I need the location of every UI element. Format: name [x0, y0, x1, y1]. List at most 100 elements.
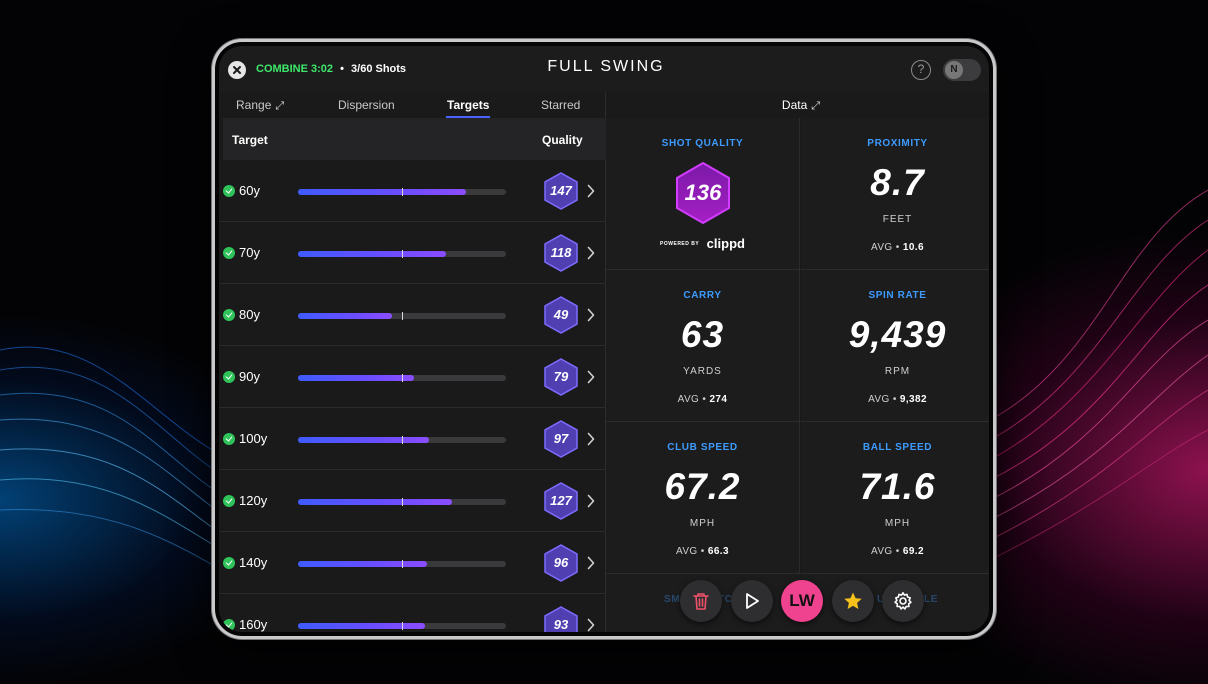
quality-hexagon	[544, 358, 578, 396]
tab-targets[interactable]: Targets	[445, 98, 491, 118]
club-speed-average: AVG • 66.3	[606, 546, 799, 557]
column-quality: Quality	[542, 133, 583, 147]
column-target: Target	[232, 133, 268, 147]
target-distance: 70y	[239, 245, 260, 260]
average-marker	[402, 250, 403, 258]
shot-quality-hexagon	[676, 161, 730, 225]
gear-icon	[894, 592, 912, 610]
spin-rate-value: 9,439	[848, 314, 947, 355]
quality-score: 127	[550, 493, 572, 508]
check-icon	[223, 185, 235, 197]
club-selector-button[interactable]: LW	[781, 580, 823, 622]
club-speed-unit: MPH	[689, 518, 716, 529]
spin-rate-average: AVG • 9,382	[801, 394, 989, 405]
chevron-right-icon	[587, 432, 595, 446]
target-distance: 60y	[239, 183, 260, 198]
proximity-label: PROXIMITY	[867, 138, 928, 149]
target-row[interactable]: 90y 79	[219, 346, 606, 408]
carry-card: CARRY 63 YARDS AVG • 274	[606, 270, 800, 422]
tab-range[interactable]: Range ⤢	[236, 98, 284, 113]
chevron-right-icon	[587, 618, 595, 632]
check-icon	[223, 619, 235, 631]
spin-rate-card: SPIN RATE 9,439 RPM AVG • 9,382	[801, 270, 989, 422]
avg-value: 274	[709, 394, 728, 405]
targets-table-header: Target Quality	[223, 118, 606, 160]
target-row[interactable]: 120y 127	[219, 470, 606, 532]
chevron-right-icon	[587, 246, 595, 260]
club-speed-card: CLUB SPEED 67.2 MPH AVG • 66.3	[606, 422, 800, 574]
quality-progress-track	[298, 560, 506, 568]
target-row[interactable]: 160y 93	[219, 594, 606, 632]
average-marker	[402, 312, 403, 320]
quality-progress-fill	[298, 251, 446, 257]
star-shot-button[interactable]	[832, 580, 874, 622]
close-icon	[233, 66, 241, 74]
play-icon	[746, 593, 759, 609]
delete-shot-button[interactable]	[680, 580, 722, 622]
shot-quality-value: 136	[684, 180, 722, 205]
quality-progress-fill	[298, 437, 429, 443]
target-row[interactable]: 70y 118	[219, 222, 606, 284]
ball-speed-card: BALL SPEED 71.6 MPH AVG • 69.2	[801, 422, 989, 574]
carry-unit: YARDS	[683, 366, 722, 377]
avg-value: 10.6	[902, 242, 924, 253]
quality-progress-track	[298, 374, 506, 382]
ball-speed-value: 71.6	[859, 466, 936, 507]
target-row[interactable]: 140y 96	[219, 532, 606, 594]
tab-starred[interactable]: Starred	[541, 98, 581, 112]
quality-score: 96	[553, 555, 569, 570]
expand-icon: ⤢	[811, 100, 821, 112]
settings-button[interactable]	[882, 580, 924, 622]
carry-average: AVG • 274	[606, 394, 799, 405]
target-row[interactable]: 80y 49	[219, 284, 606, 346]
ball-speed-average: AVG • 69.2	[801, 546, 989, 557]
avg-label: AVG •	[868, 394, 897, 405]
avg-value: 9,382	[899, 394, 927, 405]
mode-toggle[interactable]: N	[943, 59, 981, 81]
replay-button[interactable]	[731, 580, 773, 622]
target-row[interactable]: 100y 97	[219, 408, 606, 470]
target-row[interactable]: 60y 147	[219, 160, 606, 222]
quality-score: 147	[550, 183, 572, 198]
avg-label: AVG •	[676, 546, 705, 557]
target-distance: 90y	[239, 369, 260, 384]
target-distance: 140y	[239, 555, 268, 570]
avg-value: 69.2	[902, 546, 924, 557]
combine-status: COMBINE 3:02 • 3/60 Shots	[256, 63, 406, 75]
shot-data-grid: SHOT QUALITY 136 POWERED BY clippd PROXI…	[606, 118, 989, 632]
quality-progress-fill	[298, 499, 452, 505]
quality-progress-fill	[298, 189, 466, 195]
shot-count: 3/60 Shots	[351, 63, 407, 75]
quality-progress-track	[298, 312, 506, 320]
partial-metric-left-tail: TC	[718, 594, 733, 605]
check-icon	[223, 433, 235, 445]
check-icon	[223, 309, 235, 321]
powered-by-text: POWERED BY	[660, 240, 700, 247]
carry-value: 63	[680, 314, 725, 355]
target-distance: 80y	[239, 307, 260, 322]
tab-dispersion[interactable]: Dispersion	[338, 98, 395, 112]
quality-progress-fill	[298, 623, 425, 629]
quality-progress-fill	[298, 375, 414, 381]
partial-metric-left: SM	[664, 594, 681, 605]
tablet-device: COMBINE 3:02 • 3/60 Shots FULL SWING ? N…	[212, 39, 996, 639]
help-button[interactable]: ?	[911, 60, 931, 80]
proximity-card: PROXIMITY 8.7 FEET AVG • 10.6	[801, 118, 989, 270]
tab-data[interactable]: Data ⤢	[606, 92, 989, 118]
quality-hexagon	[544, 172, 578, 210]
ball-speed-label: BALL SPEED	[862, 442, 933, 453]
avg-value: 66.3	[707, 546, 729, 557]
panel-divider	[605, 92, 606, 632]
clippd-logo: clippd	[706, 236, 745, 252]
chevron-right-icon	[587, 370, 595, 384]
average-marker	[402, 374, 403, 382]
close-button[interactable]	[228, 61, 246, 79]
quality-hexagon	[544, 606, 578, 632]
target-distance: 160y	[239, 617, 268, 632]
trash-icon	[693, 593, 709, 610]
check-icon	[223, 247, 235, 259]
average-marker	[402, 436, 403, 444]
spin-rate-label: SPIN RATE	[868, 290, 927, 301]
